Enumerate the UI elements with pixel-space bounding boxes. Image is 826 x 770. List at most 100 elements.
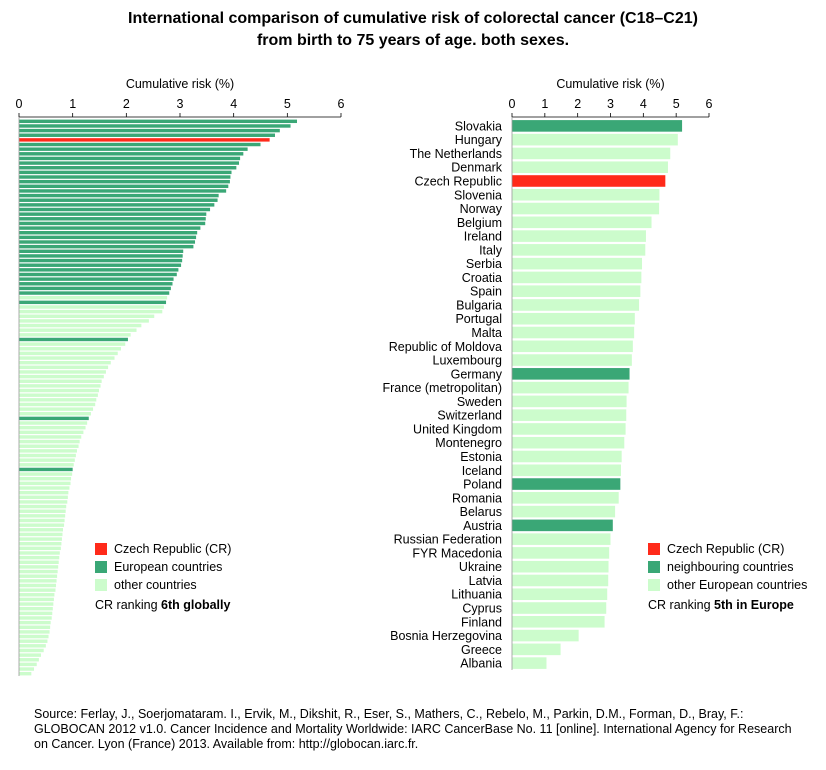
bar: [19, 537, 62, 541]
category-label: Switzerland: [437, 409, 502, 423]
category-label: Republic of Moldova: [389, 340, 502, 354]
bar: [19, 425, 86, 430]
bar: [19, 444, 79, 448]
x-tick-label: 3: [177, 97, 184, 111]
bar: [19, 569, 58, 574]
bar: [19, 463, 74, 467]
bar: [512, 657, 547, 669]
bar: [19, 393, 98, 397]
bar: [19, 240, 196, 244]
bar: [512, 175, 666, 187]
bar: [19, 467, 73, 472]
bar: [512, 588, 608, 601]
bar: [19, 435, 82, 439]
bar: [19, 217, 206, 221]
bar: [19, 166, 237, 170]
legend-swatch-european: [95, 561, 107, 573]
bar: [19, 490, 69, 495]
bar: [19, 565, 59, 569]
legend-item-czech: Czech Republic (CR): [95, 540, 231, 558]
bar: [512, 602, 607, 614]
x-tick-label: 5: [673, 97, 680, 111]
category-label: Spain: [470, 285, 502, 299]
legend-label-neighbouring: neighbouring countries: [667, 560, 794, 574]
bar: [512, 285, 641, 297]
category-label: Croatia: [462, 271, 502, 285]
category-label: FYR Macedonia: [412, 546, 502, 560]
category-label: Romania: [452, 491, 502, 505]
category-label: Malta: [471, 326, 502, 340]
category-label: Bosnia Herzegovina: [390, 629, 502, 643]
category-label: Austria: [463, 519, 502, 533]
bar: [19, 583, 57, 588]
category-label: Latvia: [469, 574, 502, 588]
x-tick-label: 2: [574, 97, 581, 111]
bar: [19, 119, 297, 124]
bar: [19, 184, 229, 189]
legend-label-other-eu: other European countries: [667, 578, 808, 592]
bar: [19, 300, 167, 305]
bar: [19, 170, 232, 175]
x-tick-label: 6: [706, 97, 713, 111]
bar: [19, 193, 219, 198]
bar: [19, 481, 71, 486]
category-label: Lithuania: [451, 588, 502, 602]
legend-label-other: other countries: [114, 578, 197, 592]
bar: [19, 152, 244, 156]
bar: [19, 625, 51, 629]
ranking-europe: CR ranking 5th in Europe: [648, 596, 807, 614]
category-label: Italy: [479, 243, 503, 257]
bar: [19, 272, 177, 277]
x-tick-label: 2: [123, 97, 130, 111]
bar: [19, 398, 97, 402]
category-label: Russian Federation: [394, 533, 502, 547]
x-tick-label: 1: [541, 97, 548, 111]
bar: [19, 597, 54, 602]
bar: [19, 620, 51, 625]
ranking-global-prefix: CR ranking: [95, 598, 161, 612]
legend-swatch-other: [95, 579, 107, 591]
bar: [19, 439, 80, 444]
bar: [19, 333, 131, 337]
bar: [19, 249, 184, 254]
bar: [19, 244, 194, 249]
x-tick-label: 3: [607, 97, 614, 111]
bar: [19, 611, 53, 616]
bar: [19, 309, 163, 314]
category-label: Hungary: [455, 133, 503, 147]
bar: [512, 299, 640, 311]
bar: [19, 495, 68, 500]
bar: [512, 161, 668, 173]
x-tick-label: 4: [640, 97, 647, 111]
global-chart: Cumulative risk (%) 0 1 2 3 4 5 6: [16, 77, 345, 676]
bar: [512, 202, 660, 215]
bar: [19, 337, 128, 342]
bar: [512, 133, 678, 146]
title-line-2: from birth to 75 years of age. both sexe…: [256, 32, 570, 49]
bar: [19, 156, 241, 161]
bar: [19, 347, 121, 351]
x-tick-label: 4: [230, 97, 237, 111]
bar: [19, 574, 58, 578]
bar: [19, 226, 201, 230]
bar: [512, 409, 627, 421]
x-axis-label: Cumulative risk (%): [126, 77, 234, 91]
bar: [19, 509, 66, 513]
bar: [512, 271, 642, 284]
bar: [19, 147, 248, 151]
bar: [19, 277, 174, 281]
bar: [19, 430, 84, 435]
bar: [19, 416, 89, 421]
bar: [19, 648, 44, 653]
bar: [19, 630, 50, 634]
legend-global: Czech Republic (CR) European countries o…: [95, 540, 231, 614]
source-note: Source: Ferlay, J., Soerjomataram. I., E…: [34, 707, 792, 751]
legend-label-european: European countries: [114, 560, 223, 574]
bar: [19, 128, 280, 133]
bar: [19, 593, 55, 597]
category-label: Sweden: [457, 395, 502, 409]
category-label: Germany: [451, 367, 503, 381]
bar: [19, 370, 106, 374]
x-tick-label: 6: [338, 97, 345, 111]
bar: [19, 268, 179, 272]
